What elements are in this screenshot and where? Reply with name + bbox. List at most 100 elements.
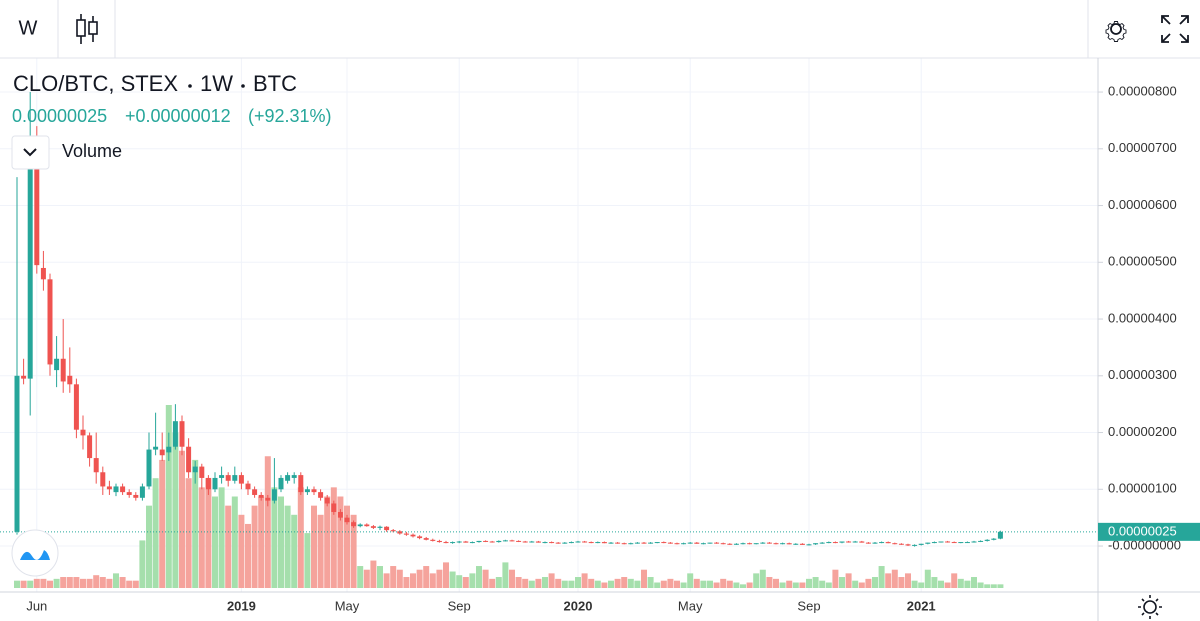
candle-body bbox=[318, 492, 324, 498]
volume-bar bbox=[311, 505, 317, 588]
collapse-button[interactable] bbox=[11, 135, 50, 170]
candle-body bbox=[674, 543, 680, 545]
volume-bar bbox=[548, 573, 555, 588]
candle-body bbox=[351, 522, 357, 527]
candle-body bbox=[186, 446, 192, 473]
candle-body bbox=[918, 543, 924, 545]
volume-bar bbox=[192, 459, 199, 588]
candle-body bbox=[106, 486, 112, 490]
candle-body bbox=[535, 541, 541, 543]
candle-body bbox=[601, 542, 607, 544]
volume-bar bbox=[284, 505, 291, 588]
candle-body bbox=[707, 542, 713, 544]
candle-body bbox=[463, 541, 469, 543]
volume-bar bbox=[106, 578, 113, 588]
candle-body bbox=[80, 429, 86, 436]
candle-body bbox=[384, 526, 390, 531]
volume-bar bbox=[396, 569, 403, 588]
volume-bar bbox=[185, 478, 192, 588]
candle-body bbox=[496, 540, 502, 543]
interval-button[interactable]: W bbox=[19, 17, 38, 39]
candle-body bbox=[232, 475, 238, 481]
candle-body bbox=[760, 542, 766, 544]
volume-bar bbox=[740, 584, 746, 588]
currency: BTC bbox=[253, 71, 297, 96]
volume-bar bbox=[733, 582, 740, 588]
candle-body bbox=[846, 541, 852, 543]
volume-bar bbox=[680, 582, 687, 588]
candle-body bbox=[641, 542, 647, 544]
volume-bar bbox=[509, 569, 515, 588]
volume-bar bbox=[390, 566, 397, 588]
volume-bar bbox=[832, 569, 839, 588]
volume-bar bbox=[614, 578, 621, 588]
candle-body bbox=[258, 494, 264, 498]
volume-bar bbox=[416, 569, 423, 588]
candle-body bbox=[60, 358, 66, 382]
volume-bar bbox=[905, 573, 911, 588]
candle-body bbox=[859, 541, 865, 543]
volume-bar bbox=[746, 582, 753, 588]
volume-bar bbox=[456, 575, 463, 588]
settings-button[interactable] bbox=[1105, 21, 1127, 42]
x-tick-label: 2021 bbox=[907, 598, 936, 613]
volume-bar bbox=[799, 582, 806, 588]
volume-bar bbox=[542, 577, 548, 588]
candle-body bbox=[166, 446, 172, 453]
volume-bar bbox=[152, 478, 159, 588]
toolbar: W bbox=[19, 0, 1189, 58]
candle-body bbox=[753, 543, 759, 545]
candle-body bbox=[648, 542, 654, 544]
volume-bar bbox=[759, 569, 766, 588]
candle-body bbox=[634, 542, 640, 544]
candle-body bbox=[991, 538, 997, 540]
volume-bar bbox=[667, 578, 674, 588]
candle-body bbox=[331, 503, 337, 512]
volume-bar bbox=[225, 505, 232, 588]
volume-bar bbox=[27, 580, 34, 588]
candle-body bbox=[212, 477, 218, 490]
volume-bar bbox=[80, 578, 86, 588]
volume-bar bbox=[687, 573, 694, 588]
volume-bar bbox=[317, 514, 324, 588]
fullscreen-button[interactable] bbox=[1161, 15, 1189, 43]
candle-body bbox=[872, 542, 878, 544]
volume-bar bbox=[944, 582, 951, 588]
volume-bar bbox=[594, 580, 601, 588]
chart-type-button[interactable] bbox=[76, 14, 98, 44]
volume-bar bbox=[885, 573, 892, 588]
candle-body bbox=[159, 449, 165, 456]
volume-bar bbox=[588, 578, 595, 588]
candle-body bbox=[740, 543, 746, 545]
timeframe: 1W bbox=[200, 71, 233, 96]
volume-bar bbox=[786, 580, 793, 588]
volume-bar bbox=[660, 580, 667, 588]
volume-bar bbox=[825, 582, 832, 588]
candle-body bbox=[509, 540, 515, 542]
volume-bar bbox=[707, 580, 713, 588]
volume-bar bbox=[779, 582, 786, 588]
candle-body bbox=[238, 475, 244, 484]
candle-body bbox=[146, 449, 152, 487]
logo[interactable] bbox=[11, 529, 59, 577]
candle-body bbox=[951, 542, 957, 544]
volume-bar bbox=[47, 580, 53, 588]
volume-bar bbox=[865, 578, 872, 588]
candle-body bbox=[912, 544, 918, 546]
volume-bar bbox=[647, 577, 654, 588]
volume-bar bbox=[495, 577, 502, 588]
candle-body bbox=[245, 483, 251, 490]
x-tick-label: Sep bbox=[448, 598, 471, 613]
candle-body bbox=[47, 279, 53, 365]
volume-bar bbox=[14, 580, 20, 588]
volume-bar bbox=[522, 578, 529, 588]
candle-body bbox=[786, 543, 792, 545]
candle-body bbox=[87, 435, 93, 459]
volume-bar bbox=[713, 582, 720, 588]
candle-body bbox=[133, 494, 139, 498]
volume-bar bbox=[297, 487, 304, 588]
time-zone-button[interactable] bbox=[1138, 595, 1162, 619]
volume-bar bbox=[20, 580, 27, 588]
volume-bar bbox=[971, 577, 977, 588]
